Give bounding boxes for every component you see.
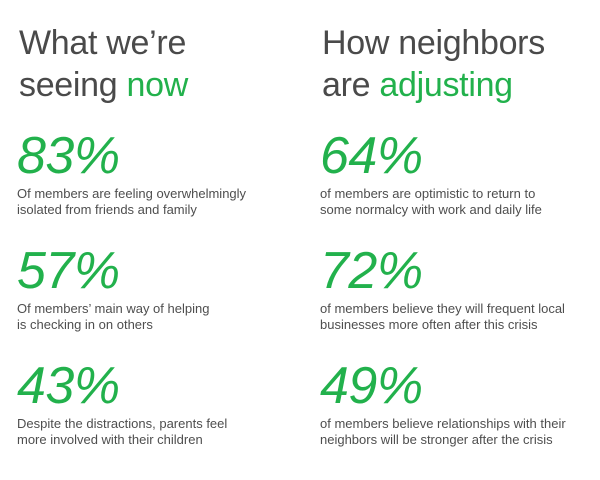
stat-value: 57% [17,242,120,300]
stat-description: of members believe relationships with th… [320,416,566,447]
left-heading-line2: seeing now [19,64,188,106]
left-heading: What we’re seeing now [19,22,188,106]
right-heading-line2: are adjusting [322,64,545,106]
stat-block: 72% of members believe they will frequen… [320,245,600,333]
stat-value: 64% [320,127,423,185]
stat-description: Of members are feeling overwhelmingly is… [17,186,247,217]
right-heading-line1: How neighbors [322,24,545,62]
stat-block: 83% Of members are feeling overwhelmingl… [17,130,297,218]
right-heading-accent: adjusting [379,66,513,104]
left-heading-accent: now [126,66,189,104]
left-heading-plain: seeing [19,66,127,104]
left-heading-line1: What we’re [19,24,187,62]
stat-description: of members believe they will frequent lo… [320,301,565,332]
stat-block: 43% Despite the distractions, parents fe… [17,360,297,448]
stat-description: Of members’ main way of helping is check… [17,301,210,332]
stat-value: 72% [320,242,423,300]
right-heading-plain: are [322,66,380,104]
right-heading: How neighbors are adjusting [322,22,545,106]
stat-block: 64% of members are optimistic to return … [320,130,600,218]
stat-description: of members are optimistic to return to s… [320,186,542,217]
stat-block: 49% of members believe relationships wit… [320,360,600,448]
stat-value: 49% [320,357,423,415]
stat-description: Despite the distractions, parents feel m… [17,416,228,447]
stat-block: 57% Of members’ main way of helping is c… [17,245,297,333]
stat-value: 43% [17,357,120,415]
stat-value: 83% [17,127,120,185]
